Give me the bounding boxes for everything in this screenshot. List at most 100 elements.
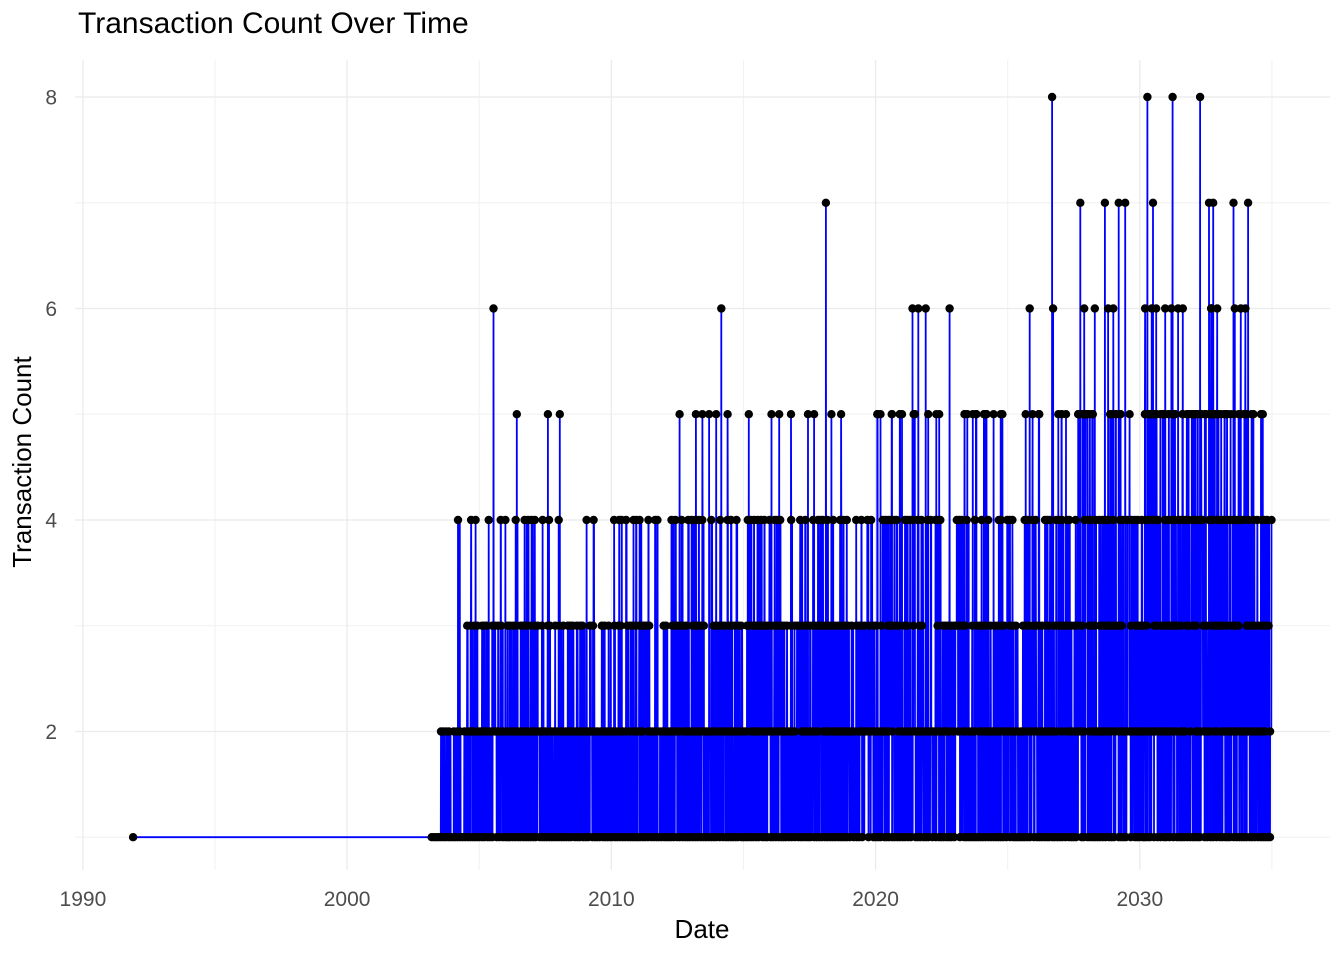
- data-point: [821, 198, 831, 207]
- data-point: [1048, 304, 1058, 313]
- data-point: [1167, 304, 1176, 313]
- y-tick-label: 6: [45, 298, 57, 321]
- data-point: [1117, 621, 1126, 630]
- data-point: [1195, 92, 1205, 102]
- data-point: [1161, 304, 1170, 313]
- data-point: [876, 410, 885, 419]
- data-point: [1071, 515, 1080, 525]
- data-point: [914, 304, 923, 313]
- data-point: [1234, 621, 1243, 630]
- chart-title: Transaction Count Over Time: [78, 7, 469, 40]
- data-point: [908, 304, 917, 313]
- data-point: [1047, 92, 1057, 102]
- data-point: [1140, 304, 1150, 313]
- data-point: [555, 410, 564, 419]
- data-point: [1025, 304, 1034, 313]
- data-point: [1230, 304, 1240, 313]
- data-point: [897, 410, 907, 419]
- data-point: [827, 410, 836, 419]
- data-point: [909, 621, 918, 630]
- data-point: [1088, 410, 1098, 419]
- data-point: [544, 515, 554, 525]
- data-point: [1243, 198, 1253, 207]
- data-point: [644, 515, 653, 525]
- x-tick-label: 1990: [60, 888, 107, 911]
- x-tick-label: 2020: [852, 888, 899, 911]
- data-point: [982, 410, 991, 419]
- data-point: [1008, 515, 1017, 525]
- data-point: [1114, 198, 1123, 207]
- data-point: [910, 410, 919, 419]
- data-point: [1152, 304, 1161, 313]
- data-layer: [128, 92, 1276, 842]
- data-point: [1077, 621, 1087, 630]
- data-point: [723, 410, 732, 419]
- data-point: [736, 621, 746, 630]
- data-point: [1267, 515, 1276, 525]
- data-point: [671, 515, 680, 525]
- y-axis-title: Transaction Count: [7, 356, 37, 568]
- data-point: [857, 833, 867, 842]
- data-point: [698, 410, 707, 419]
- data-point: [691, 410, 701, 419]
- data-point: [866, 515, 876, 525]
- data-point: [970, 515, 980, 525]
- data-point: [1143, 92, 1152, 102]
- data-point: [935, 410, 944, 419]
- data-point: [1045, 515, 1055, 525]
- data-point: [790, 727, 800, 736]
- data-point: [786, 410, 796, 419]
- data-point: [1265, 727, 1275, 736]
- data-point: [453, 515, 463, 525]
- data-point: [1065, 515, 1074, 525]
- y-tick-label: 4: [45, 510, 57, 533]
- data-point: [704, 410, 714, 419]
- data-point: [1011, 621, 1021, 630]
- data-point: [1142, 621, 1151, 630]
- data-point: [1258, 410, 1268, 419]
- data-point: [945, 304, 954, 313]
- data-point: [936, 515, 945, 525]
- data-point: [1264, 621, 1273, 630]
- data-point: [950, 833, 959, 842]
- data-point: [699, 621, 709, 630]
- data-point: [892, 515, 901, 525]
- data-point: [857, 515, 866, 525]
- data-point: [887, 410, 897, 419]
- data-point: [801, 515, 810, 525]
- data-point: [1241, 304, 1250, 313]
- data-point: [588, 621, 598, 630]
- data-point: [589, 515, 598, 525]
- data-point: [578, 621, 587, 630]
- data-point: [989, 410, 998, 419]
- x-axis-title: Date: [674, 914, 730, 944]
- data-point: [998, 410, 1007, 419]
- data-point: [961, 621, 970, 630]
- data-point: [917, 515, 926, 525]
- data-point: [1108, 515, 1118, 525]
- data-point: [484, 515, 493, 525]
- data-point: [1035, 410, 1044, 419]
- data-point: [677, 515, 686, 525]
- data-point: [512, 410, 521, 419]
- data-point: [675, 410, 684, 419]
- x-tick-label: 2000: [324, 888, 371, 911]
- data-point: [716, 515, 725, 525]
- data-point: [924, 410, 933, 419]
- data-point: [717, 304, 726, 313]
- data-point: [538, 515, 547, 525]
- data-point: [661, 621, 671, 630]
- data-point: [621, 515, 631, 525]
- data-point: [635, 515, 644, 525]
- x-tick-label: 2030: [1116, 888, 1163, 911]
- data-point: [921, 304, 930, 313]
- data-point: [1229, 198, 1238, 207]
- data-point: [1125, 410, 1134, 419]
- data-point: [767, 410, 776, 419]
- data-point: [1109, 304, 1118, 313]
- data-point: [1192, 621, 1201, 630]
- data-point: [1198, 515, 1208, 525]
- data-point: [984, 515, 993, 525]
